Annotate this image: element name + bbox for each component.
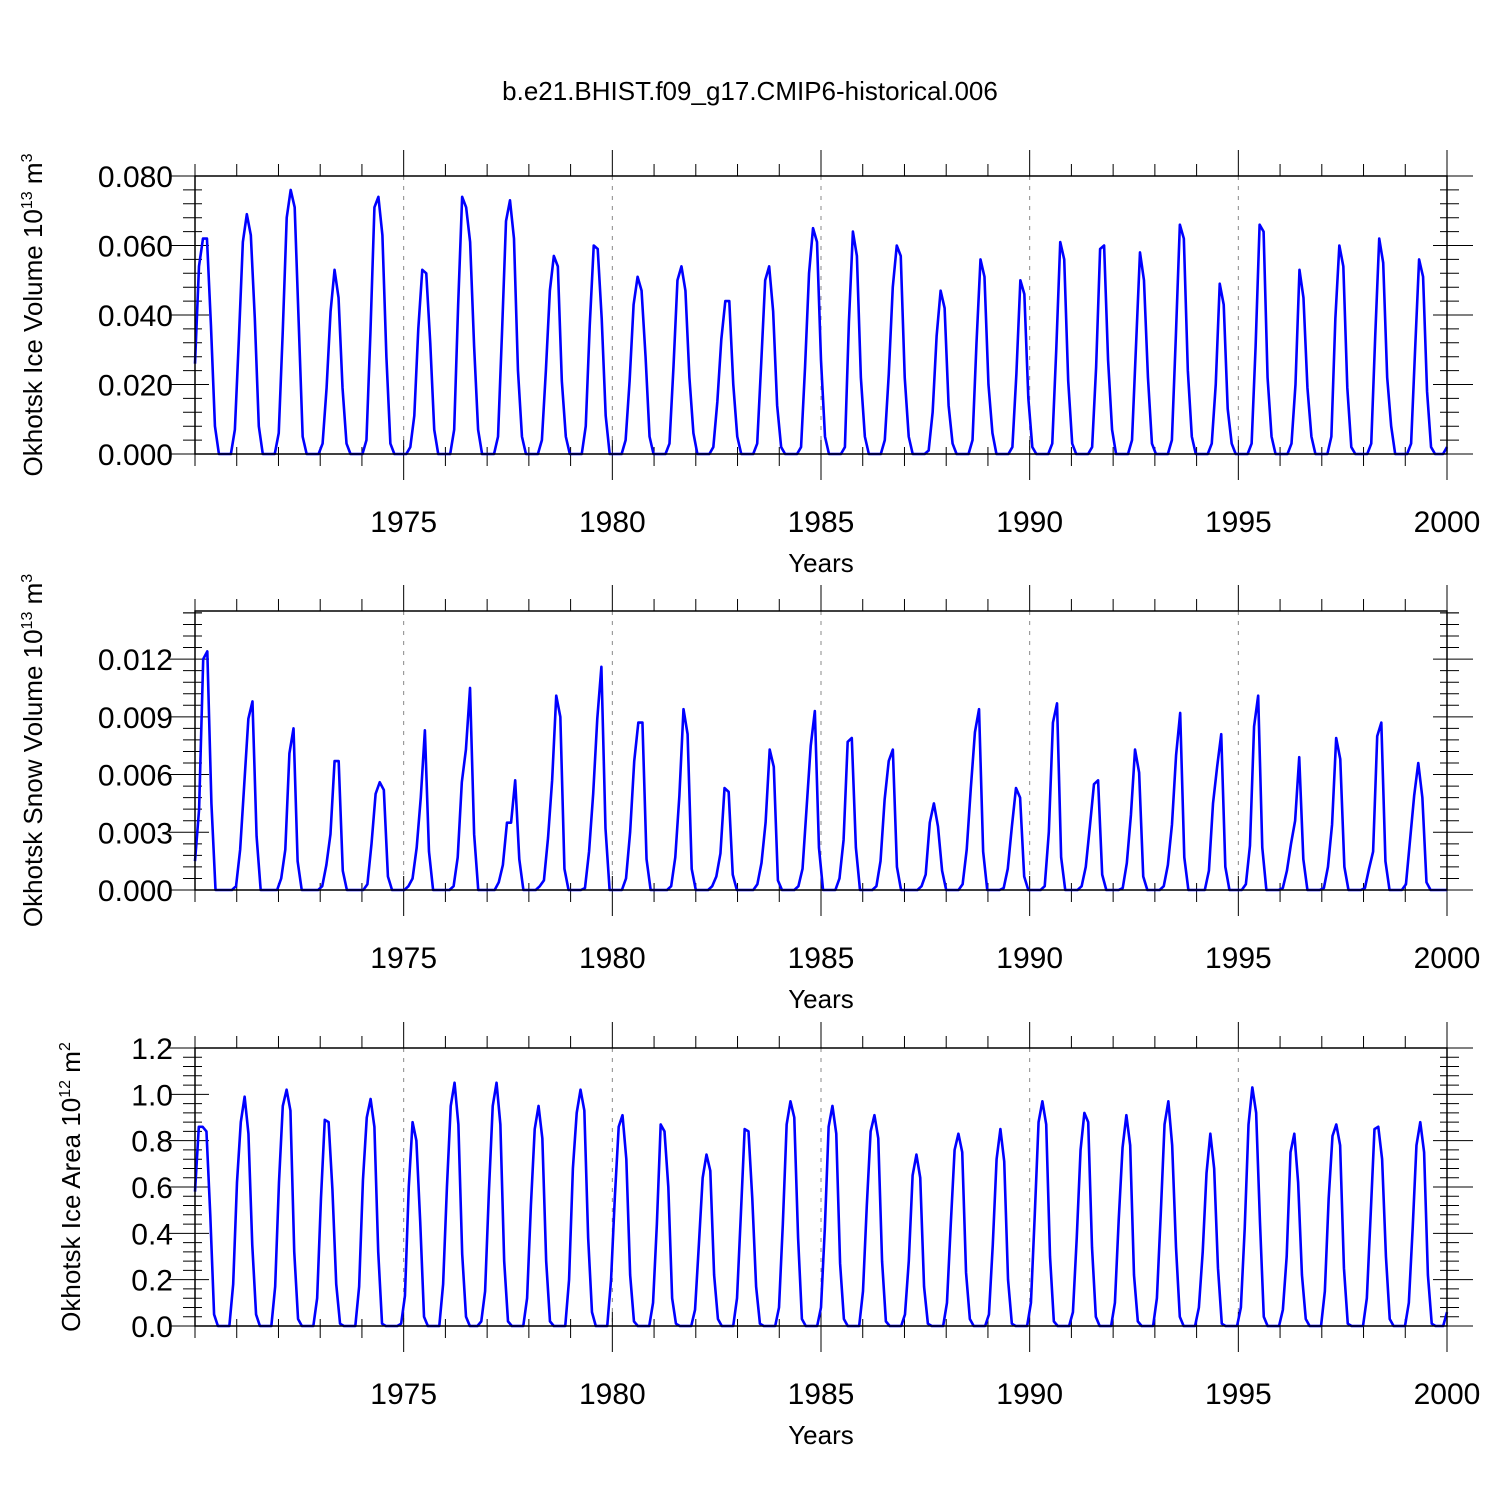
x-tick-label: 1995 — [1205, 1378, 1272, 1411]
y-tick-label: 0.020 — [98, 370, 173, 403]
x-tick-label: 1990 — [996, 506, 1063, 539]
y-tick-label: 0.009 — [98, 702, 173, 735]
x-tick-label: 1995 — [1205, 506, 1272, 539]
x-tick-label: 1980 — [579, 1378, 646, 1411]
y-axis-label: Okhotsk Ice Area 1012 m2 — [56, 1042, 86, 1332]
x-tick-label: 1985 — [788, 942, 855, 975]
x-tick-label: 1980 — [579, 506, 646, 539]
y-tick-label: 0.012 — [98, 644, 173, 677]
y-tick-label: 0.6 — [131, 1172, 173, 1205]
x-tick-label: 1975 — [370, 942, 437, 975]
chart-panel-1: 0.000 0.020 0.040 0.060 0.080 1975 1980 1985 199… — [18, 150, 1480, 578]
figure-title: b.e21.BHIST.f09_g17.CMIP6-historical.006 — [502, 76, 998, 106]
x-axis-label: Years — [788, 548, 854, 578]
y-tick-label: 0.000 — [98, 875, 173, 908]
x-tick-label: 2000 — [1414, 1378, 1481, 1411]
x-tick-label: 2000 — [1414, 506, 1481, 539]
x-tick-label: 1985 — [788, 506, 855, 539]
plot-frame — [194, 610, 1448, 891]
y-tick-label: 0.080 — [98, 161, 173, 194]
x-tick-label: 1995 — [1205, 942, 1272, 975]
y-tick-label: 1.0 — [131, 1079, 173, 1112]
data-line — [193, 1081, 1449, 1328]
x-tick-label: 1990 — [996, 1378, 1063, 1411]
panels: 0.000 0.020 0.040 0.060 0.080 1975 1980 1985 199… — [18, 150, 1480, 1450]
chart-panel-2: 0.000 0.003 0.006 0.009 0.012 1975 1980 1985 199… — [18, 574, 1480, 1014]
chart-panel-3: 0.0 0.2 0.4 0.6 0.8 1.0 1.2 1975 1980 1985 1990 199… — [56, 1022, 1480, 1450]
x-tick-label: 1985 — [788, 1378, 855, 1411]
x-tick-label: 1975 — [370, 1378, 437, 1411]
x-tick-label: 1980 — [579, 942, 646, 975]
y-tick-label: 0.4 — [131, 1218, 173, 1251]
x-axis-label: Years — [788, 1420, 854, 1450]
x-tick-label: 2000 — [1414, 942, 1481, 975]
x-axis-label: Years — [788, 984, 854, 1014]
x-tick-label: 1975 — [370, 506, 437, 539]
y-tick-label: 0.000 — [98, 439, 173, 472]
y-tick-label: 0.2 — [131, 1265, 173, 1298]
y-tick-label: 0.8 — [131, 1126, 173, 1159]
y-tick-label: 1.2 — [131, 1033, 173, 1066]
plot-frame — [194, 175, 1448, 455]
y-tick-label: 0.040 — [98, 300, 173, 333]
y-tick-label: 0.060 — [98, 231, 173, 264]
plot-frame — [194, 1047, 1448, 1327]
y-axis-label: Okhotsk Ice Volume 1013 m3 — [18, 153, 48, 476]
y-axis-label: Okhotsk Snow Volume 1013 m3 — [18, 574, 48, 927]
y-tick-label: 0.003 — [98, 817, 173, 850]
y-tick-label: 0.0 — [131, 1311, 173, 1344]
x-tick-label: 1990 — [996, 942, 1063, 975]
y-tick-label: 0.006 — [98, 760, 173, 793]
